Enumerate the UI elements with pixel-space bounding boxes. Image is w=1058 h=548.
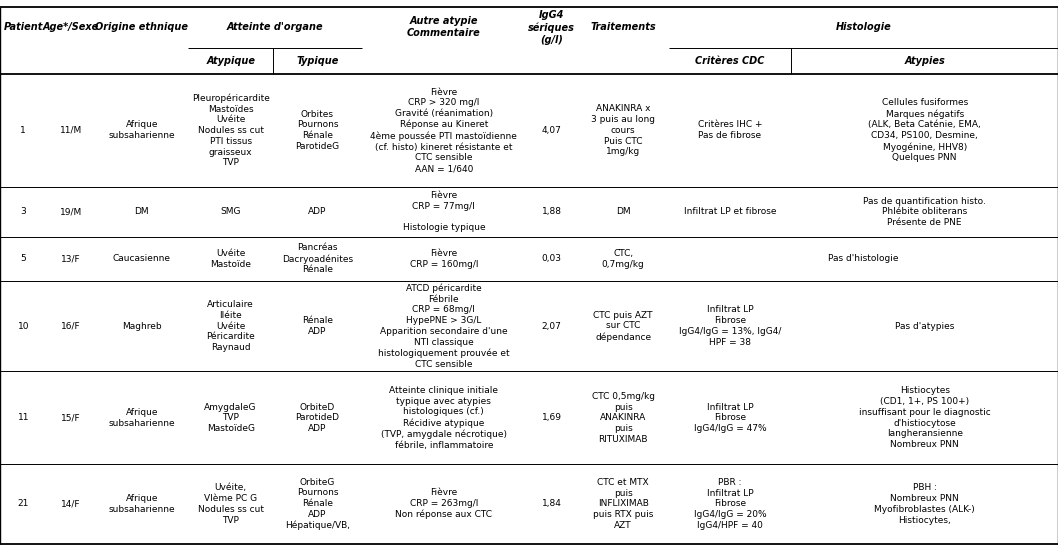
Text: 1,88: 1,88 <box>542 207 562 216</box>
Text: AmygdaleG
TVP
MastoïdeG: AmygdaleG TVP MastoïdeG <box>204 403 257 433</box>
Text: SMG: SMG <box>220 207 241 216</box>
Text: Uvéite,
VIème PC G
Nodules ss cut
TVP: Uvéite, VIème PC G Nodules ss cut TVP <box>198 483 263 524</box>
Text: Orbites
Pournons
Rénale
ParotideG: Orbites Pournons Rénale ParotideG <box>295 110 340 151</box>
Text: CTC puis AZT
sur CTC
dépendance: CTC puis AZT sur CTC dépendance <box>594 311 653 341</box>
Text: IgG4
sériques
(g/l): IgG4 sériques (g/l) <box>528 10 576 44</box>
Text: Infiltrat LP
Fibrose
IgG4/IgG = 13%, IgG4/
HPF = 38: Infiltrat LP Fibrose IgG4/IgG = 13%, IgG… <box>679 305 781 347</box>
Text: 14/F: 14/F <box>61 499 80 509</box>
Text: 13/F: 13/F <box>61 254 80 264</box>
Text: Afrique
subsaharienne: Afrique subsaharienne <box>109 121 175 140</box>
Text: Atteinte clinique initiale
typique avec atypies
histologiques (cf.)
Récidive aty: Atteinte clinique initiale typique avec … <box>381 386 507 450</box>
Text: 11: 11 <box>18 413 29 423</box>
Text: 5: 5 <box>20 254 26 264</box>
Text: Fièvre
CRP = 160mg/l: Fièvre CRP = 160mg/l <box>409 249 478 269</box>
Text: DM: DM <box>134 207 149 216</box>
Text: 1: 1 <box>20 126 26 135</box>
Text: PBR :
Infiltrat LP
Fibrose
IgG4/IgG = 20%
IgG4/HPF = 40: PBR : Infiltrat LP Fibrose IgG4/IgG = 20… <box>694 478 766 530</box>
Text: Origine ethnique: Origine ethnique <box>95 22 188 32</box>
Text: Critères IHC +
Pas de fibrose: Critères IHC + Pas de fibrose <box>698 121 762 140</box>
Text: CTC et MTX
puis
INFLIXIMAB
puis RTX puis
AZT: CTC et MTX puis INFLIXIMAB puis RTX puis… <box>592 478 654 530</box>
Text: 21: 21 <box>18 499 29 509</box>
Text: Fièvre
CRP = 263mg/l
Non réponse aux CTC: Fièvre CRP = 263mg/l Non réponse aux CTC <box>396 488 492 520</box>
Text: 0,03: 0,03 <box>542 254 562 264</box>
Text: Pleuropéricardite
Mastoïdes
Uvéite
Nodules ss cut
PTI tissus
graisseux
TVP: Pleuropéricardite Mastoïdes Uvéite Nodul… <box>191 93 270 167</box>
Text: ATCD péricardite
Fébrile
CRP = 68mg/l
HypePNE > 3G/L
Apparition secondaire d'une: ATCD péricardite Fébrile CRP = 68mg/l Hy… <box>378 283 510 369</box>
Text: Histologie: Histologie <box>836 22 891 32</box>
Text: Fièvre
CRP = 77mg/l

Histologie typique: Fièvre CRP = 77mg/l Histologie typique <box>402 191 486 232</box>
Text: CTC 0,5mg/kg
puis
ANAKINRA
puis
RITUXIMAB: CTC 0,5mg/kg puis ANAKINRA puis RITUXIMA… <box>591 392 655 444</box>
Text: 10: 10 <box>18 322 29 330</box>
Text: CTC,
0,7mg/kg: CTC, 0,7mg/kg <box>602 249 644 269</box>
Text: 15/F: 15/F <box>61 413 80 423</box>
Text: Afrique
subsaharienne: Afrique subsaharienne <box>109 408 175 427</box>
Text: 2,07: 2,07 <box>542 322 562 330</box>
Text: Atteinte d'organe: Atteinte d'organe <box>226 22 324 32</box>
Text: 4,07: 4,07 <box>542 126 562 135</box>
Text: Pas d'histologie: Pas d'histologie <box>828 254 898 264</box>
Text: 16/F: 16/F <box>61 322 80 330</box>
Text: Cellules fusiformes
Marques négatifs
(ALK, Beta Caténie, EMA,
CD34, PS100, Desmi: Cellules fusiformes Marques négatifs (AL… <box>869 98 981 162</box>
Text: Atypies: Atypies <box>905 56 945 66</box>
Text: OrbiteD
ParotideD
ADP: OrbiteD ParotideD ADP <box>295 403 340 433</box>
Text: Histiocytes
(CD1, 1+, PS 100+)
insuffisant pour le diagnostic
d'histiocytose
lan: Histiocytes (CD1, 1+, PS 100+) insuffisa… <box>859 386 990 449</box>
Text: Patient: Patient <box>3 22 43 32</box>
Text: Pancréas
Dacryoadénites
Rénale: Pancréas Dacryoadénites Rénale <box>281 243 353 275</box>
Text: Caucasienne: Caucasienne <box>113 254 170 264</box>
Text: Typique: Typique <box>296 56 339 66</box>
Text: Fièvre
CRP > 320 mg/l
Gravité (réanimation)
Réponse au Kineret
4ème poussée PTI : Fièvre CRP > 320 mg/l Gravité (réanimati… <box>370 88 517 173</box>
Text: 1,69: 1,69 <box>542 413 562 423</box>
Text: Age*/Sexe: Age*/Sexe <box>42 22 99 32</box>
Text: DM: DM <box>616 207 631 216</box>
Text: Infiltrat LP et fibrose: Infiltrat LP et fibrose <box>683 207 777 216</box>
Text: Uvéite
Mastoïde: Uvéite Mastoïde <box>211 249 251 269</box>
Text: Articulaire
Iléite
Uvéite
Péricardite
Raynaud: Articulaire Iléite Uvéite Péricardite Ra… <box>206 300 255 352</box>
Text: Rénale
ADP: Rénale ADP <box>302 316 333 336</box>
Text: Pas de quantification histo.
Phlébite obliterans
Présente de PNE: Pas de quantification histo. Phlébite ob… <box>863 197 986 227</box>
Text: Traitements: Traitements <box>590 22 656 32</box>
Text: 11/M: 11/M <box>59 126 83 135</box>
Text: Afrique
subsaharienne: Afrique subsaharienne <box>109 494 175 514</box>
Text: Infiltrat LP
Fibrose
IgG4/IgG = 47%: Infiltrat LP Fibrose IgG4/IgG = 47% <box>694 403 766 433</box>
Text: ADP: ADP <box>308 207 327 216</box>
Text: OrbiteG
Pournons
Rénale
ADP
Hépatique/VB,: OrbiteG Pournons Rénale ADP Hépatique/VB… <box>285 478 350 530</box>
Text: 1,84: 1,84 <box>542 499 562 509</box>
Text: 3: 3 <box>20 207 26 216</box>
Text: Pas d'atypies: Pas d'atypies <box>895 322 954 330</box>
Text: Autre atypie
Commentaire: Autre atypie Commentaire <box>407 16 480 38</box>
Text: PBH :
Nombreux PNN
Myofibroblastes (ALK-)
Histiocytes,: PBH : Nombreux PNN Myofibroblastes (ALK-… <box>874 483 975 524</box>
Text: 19/M: 19/M <box>59 207 83 216</box>
Text: Atypique: Atypique <box>206 56 255 66</box>
Text: Maghreb: Maghreb <box>122 322 162 330</box>
Text: Critères CDC: Critères CDC <box>695 56 765 66</box>
Text: ANAKINRA x
3 puis au long
cours
Puis CTC
1mg/kg: ANAKINRA x 3 puis au long cours Puis CTC… <box>591 104 655 156</box>
